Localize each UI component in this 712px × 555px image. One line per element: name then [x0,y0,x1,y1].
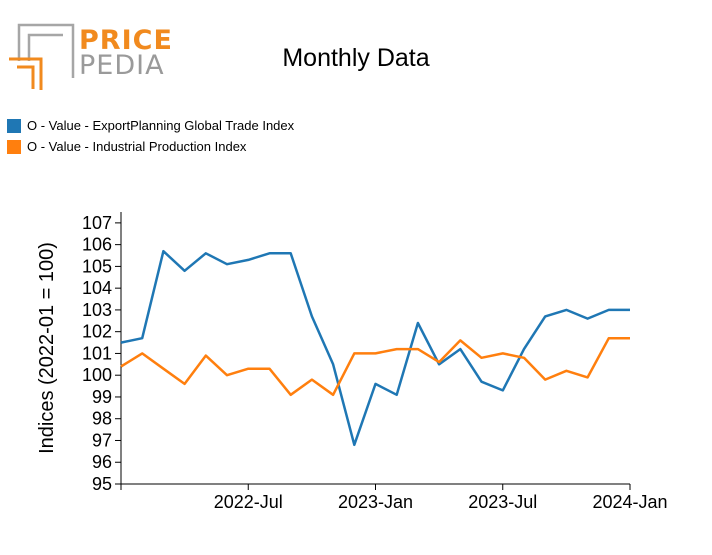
x-tick-label: 2024-Jan [592,492,667,512]
y-tick-label: 104 [82,278,112,298]
legend-label-series-1: O - Value - ExportPlanning Global Trade … [27,118,295,133]
legend-item-series-2: O - Value - Industrial Production Index [7,140,246,154]
y-tick-label: 100 [82,365,112,385]
y-tick-label: 95 [92,474,112,494]
series-line-1 [120,249,630,447]
logo-word-pedia: PEDIA [79,50,165,81]
legend-swatch-series-1 [7,119,21,133]
x-tick-label: 2023-Jul [468,492,537,512]
y-axis-label: Indices (2022-01 = 100) [36,242,58,454]
series-line-2 [120,336,630,397]
y-tick-label: 106 [82,235,112,255]
legend-swatch-series-2 [7,140,21,154]
logo-frame-orange [9,57,43,90]
y-tick-label: 98 [92,409,112,429]
chart-title: Monthly Data [282,44,430,72]
y-tick-label: 103 [82,300,112,320]
logo-frame-gray-inner [27,33,63,61]
logo-frame-gray [17,23,75,78]
y-tick-label: 97 [92,430,112,450]
legend-item-series-1: O - Value - ExportPlanning Global Trade … [7,119,294,133]
y-tick-label: 96 [92,452,112,472]
legend-label-series-2: O - Value - Industrial Production Index [27,139,247,154]
y-tick-label: 99 [92,387,112,407]
y-tick-label: 105 [82,256,112,276]
x-tick-label: 2023-Jan [338,492,413,512]
y-tick-label: 102 [82,322,112,342]
y-tick-label: 107 [82,213,112,233]
y-tick-label: 101 [82,343,112,363]
logo-word-price: PRICE [79,25,173,56]
x-tick-label: 2022-Jul [214,492,283,512]
logo-frame-orange-inner [17,65,35,89]
